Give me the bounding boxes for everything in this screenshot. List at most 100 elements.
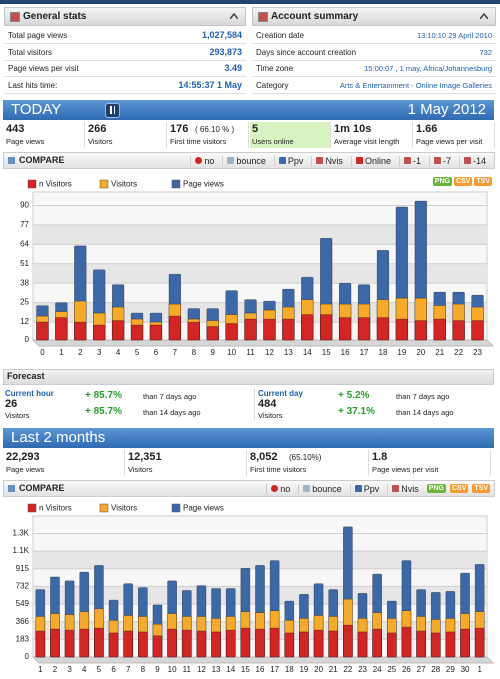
bar bbox=[299, 631, 309, 658]
bar bbox=[301, 314, 314, 341]
compare-button[interactable]: -14 bbox=[458, 155, 490, 166]
export-button[interactable]: CSV bbox=[449, 484, 469, 493]
row-value: 14:55:37 1 May bbox=[178, 80, 242, 91]
row-separator bbox=[4, 93, 246, 95]
bar bbox=[474, 627, 485, 658]
stat-label: Page views per visit bbox=[372, 465, 439, 474]
compare-bar: COMPARE no bounce Ppv Nvis Online -1 -7 -14 bbox=[3, 152, 495, 169]
x-tick-label: 7 bbox=[173, 348, 178, 357]
compare-button[interactable]: Nvis bbox=[311, 155, 347, 166]
chart-floor bbox=[31, 339, 495, 347]
button-label: Online bbox=[364, 155, 391, 166]
bar bbox=[386, 632, 397, 658]
button-icon bbox=[271, 485, 279, 492]
section-bar: Last 2 months bbox=[3, 428, 494, 448]
y-tick-label: 25 bbox=[20, 298, 29, 307]
x-tick-label: 19 bbox=[299, 665, 308, 674]
bar bbox=[111, 320, 125, 341]
row-label: Total visitors bbox=[8, 47, 53, 57]
bar bbox=[328, 630, 339, 658]
y-tick-label: 12 bbox=[20, 317, 29, 326]
bar bbox=[93, 324, 106, 341]
bar bbox=[357, 631, 368, 658]
x-tick-label: 21 bbox=[435, 348, 444, 357]
button-label: Nvis bbox=[325, 155, 343, 166]
bar bbox=[55, 317, 68, 341]
export-button[interactable]: TSV bbox=[474, 177, 492, 186]
y-tick-label: 183 bbox=[16, 634, 30, 643]
export-button[interactable]: CSV bbox=[453, 177, 473, 186]
x-tick-label: 8 bbox=[141, 665, 146, 674]
stat-value: 5 bbox=[252, 123, 259, 135]
panel-header: General stats bbox=[4, 7, 246, 26]
compare-button[interactable]: Ppv bbox=[273, 155, 308, 166]
export-button[interactable]: TSV bbox=[472, 484, 490, 493]
x-tick-label: 19 bbox=[397, 348, 406, 357]
row-label: Total page views bbox=[8, 31, 68, 40]
bar bbox=[187, 321, 200, 341]
stat-label: First time visitors bbox=[170, 137, 227, 146]
bar bbox=[225, 323, 238, 341]
button-icon bbox=[354, 485, 362, 492]
row-value: 1,027,584 bbox=[201, 30, 242, 40]
bar bbox=[35, 630, 46, 658]
stat-label: Visitors bbox=[128, 465, 153, 474]
legend-swatch bbox=[27, 503, 37, 513]
compare-button[interactable]: Online bbox=[350, 155, 395, 166]
x-tick-label: 16 bbox=[256, 665, 265, 674]
compare-button[interactable]: no bbox=[190, 155, 218, 166]
stat-label: Page views bbox=[6, 137, 45, 146]
button-icon bbox=[392, 485, 400, 492]
compare-button[interactable]: Ppv bbox=[349, 483, 384, 494]
change-value: + 85.7% bbox=[85, 390, 122, 401]
section-bar: TODAY 1 May 2012 bbox=[3, 100, 494, 120]
bar bbox=[152, 635, 163, 658]
compare-button[interactable]: bounce bbox=[298, 483, 346, 494]
compare-title: COMPARE bbox=[19, 483, 65, 493]
chart: n Visitors Visitors Page views012253851647… bbox=[20, 180, 495, 357]
bar bbox=[395, 318, 409, 341]
x-tick-label: 28 bbox=[431, 665, 440, 674]
pause-bar bbox=[110, 106, 112, 114]
stat-extra: ( 66.10 % ) bbox=[195, 125, 235, 134]
compare-button[interactable]: -7 bbox=[428, 155, 455, 166]
bar bbox=[168, 315, 182, 341]
x-tick-label: 14 bbox=[226, 665, 235, 674]
x-tick-label: 11 bbox=[246, 348, 255, 357]
x-tick-label: 5 bbox=[97, 665, 102, 674]
forecast-value: 484 bbox=[258, 398, 277, 410]
compare-button[interactable]: no bbox=[266, 483, 294, 494]
x-tick-label: 6 bbox=[154, 348, 159, 357]
export-button[interactable]: PNG bbox=[426, 484, 446, 493]
x-tick-label: 22 bbox=[343, 665, 352, 674]
bar bbox=[282, 318, 295, 341]
compare-button[interactable]: Nvis bbox=[387, 483, 423, 494]
y-tick-label: 366 bbox=[16, 617, 30, 626]
row-label: Days since account creation bbox=[256, 47, 357, 57]
legend-label: Page views bbox=[183, 504, 224, 513]
stat-cell: 176 ( 66.10 % ) First time visitors bbox=[168, 122, 249, 148]
compare-button[interactable]: bounce bbox=[222, 155, 270, 166]
pause-button[interactable] bbox=[105, 103, 120, 118]
grid-band bbox=[33, 551, 487, 569]
forecast-divider bbox=[254, 388, 255, 420]
bar bbox=[167, 628, 177, 658]
change-value: + 85.7% bbox=[85, 406, 122, 417]
panel-title: General stats bbox=[23, 11, 87, 22]
export-button[interactable]: PNG bbox=[432, 177, 452, 186]
row-label: Creation date bbox=[256, 31, 305, 40]
grid-band bbox=[33, 302, 487, 323]
stat-value: 176 bbox=[170, 123, 189, 135]
x-tick-label: 18 bbox=[285, 665, 294, 674]
stat-value: 22,293 bbox=[6, 451, 40, 463]
section-title: Last 2 months bbox=[11, 429, 106, 446]
row-value: Arts & Entertainment - Online Image Gall… bbox=[339, 81, 492, 91]
forecast-item-title: Current day bbox=[258, 389, 303, 398]
row-separator bbox=[252, 76, 496, 78]
button-icon bbox=[278, 157, 286, 164]
bar bbox=[108, 632, 119, 658]
x-tick-label: 8 bbox=[192, 348, 197, 357]
button-icon bbox=[303, 485, 311, 492]
caret-icon bbox=[230, 13, 238, 19]
compare-button[interactable]: -1 bbox=[398, 155, 425, 166]
